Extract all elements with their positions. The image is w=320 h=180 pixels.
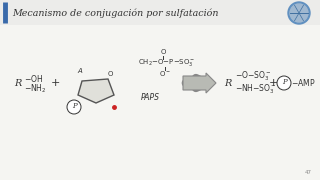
Text: PAPS: PAPS xyxy=(140,93,159,102)
Text: 47: 47 xyxy=(305,170,312,175)
Text: $-$O$-$SO$_3^-$: $-$O$-$SO$_3^-$ xyxy=(235,69,272,83)
Circle shape xyxy=(67,100,81,114)
Circle shape xyxy=(290,4,308,22)
Text: $-$AMP: $-$AMP xyxy=(291,78,316,89)
Text: P: P xyxy=(282,78,286,87)
Text: R: R xyxy=(224,78,232,87)
Text: O: O xyxy=(107,71,113,77)
FancyArrow shape xyxy=(183,73,216,93)
Text: O: O xyxy=(160,49,166,55)
Text: +: + xyxy=(268,78,278,88)
Text: +: + xyxy=(50,78,60,88)
FancyBboxPatch shape xyxy=(0,0,320,25)
Text: CH$_2$$-$O$-$P$-$SO$_3^-$: CH$_2$$-$O$-$P$-$SO$_3^-$ xyxy=(138,57,196,69)
Text: $-$NH$-$SO$_3^-$: $-$NH$-$SO$_3^-$ xyxy=(235,82,277,96)
Circle shape xyxy=(288,2,310,24)
Text: A: A xyxy=(78,68,82,74)
Text: $-$NH$_2$: $-$NH$_2$ xyxy=(24,83,46,95)
Text: P: P xyxy=(72,102,76,111)
Text: $-$OH: $-$OH xyxy=(24,73,43,84)
Text: Mecanismo de conjugación por sulfatación: Mecanismo de conjugación por sulfatación xyxy=(12,8,219,18)
Circle shape xyxy=(277,76,291,90)
Text: O$^-$: O$^-$ xyxy=(159,69,171,78)
Polygon shape xyxy=(78,79,114,103)
Text: R: R xyxy=(14,78,22,87)
